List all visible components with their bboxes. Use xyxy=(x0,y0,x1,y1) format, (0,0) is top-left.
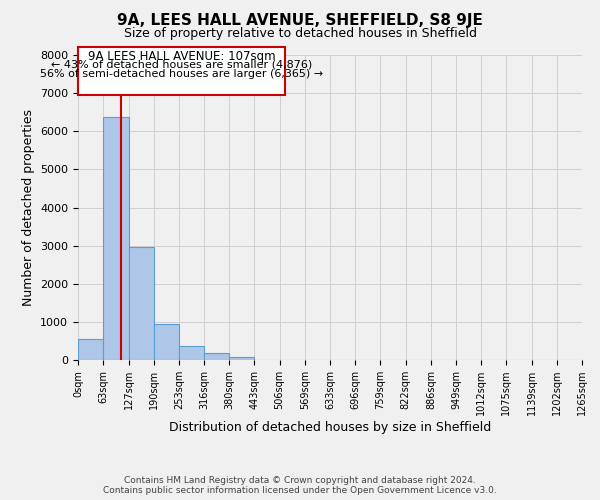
Text: ← 43% of detached houses are smaller (4,876): ← 43% of detached houses are smaller (4,… xyxy=(50,60,312,70)
Bar xyxy=(154,324,179,360)
Text: 56% of semi-detached houses are larger (6,365) →: 56% of semi-detached houses are larger (… xyxy=(40,68,323,78)
Bar xyxy=(179,346,204,360)
Text: Contains public sector information licensed under the Open Government Licence v3: Contains public sector information licen… xyxy=(103,486,497,495)
Bar xyxy=(229,357,254,360)
Bar xyxy=(204,354,229,360)
Bar xyxy=(78,339,103,360)
Text: Contains HM Land Registry data © Crown copyright and database right 2024.: Contains HM Land Registry data © Crown c… xyxy=(124,476,476,485)
Text: Size of property relative to detached houses in Sheffield: Size of property relative to detached ho… xyxy=(124,28,476,40)
X-axis label: Distribution of detached houses by size in Sheffield: Distribution of detached houses by size … xyxy=(169,421,491,434)
Text: 9A LEES HALL AVENUE: 107sqm: 9A LEES HALL AVENUE: 107sqm xyxy=(88,50,275,64)
Bar xyxy=(128,247,154,360)
Text: 9A, LEES HALL AVENUE, SHEFFIELD, S8 9JE: 9A, LEES HALL AVENUE, SHEFFIELD, S8 9JE xyxy=(117,12,483,28)
Y-axis label: Number of detached properties: Number of detached properties xyxy=(22,109,35,306)
FancyBboxPatch shape xyxy=(78,48,284,94)
Bar xyxy=(103,117,128,360)
